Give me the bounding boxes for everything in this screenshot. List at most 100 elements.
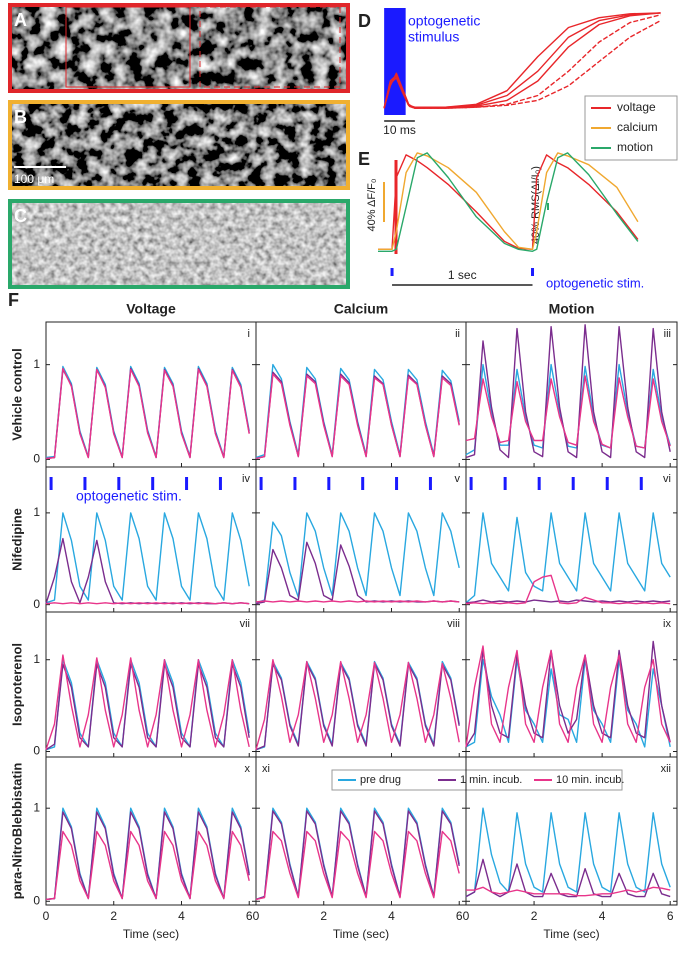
- legend-label: voltage: [617, 100, 656, 114]
- panel-numeral: viii: [447, 618, 460, 630]
- panel-label: D: [358, 11, 371, 31]
- trace: [465, 375, 671, 449]
- trace: [465, 807, 671, 898]
- column-title: Calcium: [334, 301, 388, 317]
- trace: [45, 654, 250, 750]
- panel-numeral: vii: [240, 618, 250, 630]
- panel-numeral: xi: [262, 763, 270, 775]
- roi-box: [65, 6, 191, 88]
- stim-mark: [395, 477, 399, 490]
- trace: [465, 640, 671, 748]
- trace: [255, 512, 460, 604]
- x-axis-label: Time (sec): [333, 927, 389, 941]
- panel-numeral: x: [245, 763, 251, 775]
- panel-label: F: [8, 290, 19, 310]
- stim-mark: [218, 477, 222, 490]
- trace: [383, 14, 661, 109]
- trace: [45, 659, 250, 751]
- trace: [255, 373, 460, 460]
- stim-mark: [327, 477, 331, 490]
- stim-mark: [605, 477, 609, 490]
- trace: [465, 645, 671, 747]
- y-tick-label: 0: [33, 744, 40, 758]
- legend-label: pre drug: [360, 774, 401, 786]
- legend-box: [331, 769, 623, 791]
- x-tick-label: 4: [388, 909, 395, 923]
- trace: [45, 663, 250, 751]
- trace: [45, 367, 250, 460]
- stim-mark: [531, 268, 535, 276]
- row-label: para-NitroBlebbistatin: [9, 763, 24, 900]
- plot-frame: [465, 756, 678, 906]
- y-tick-label: 1: [33, 505, 40, 519]
- stim-mark: [390, 268, 394, 276]
- y-tick-label: 1: [33, 800, 40, 814]
- panel-numeral: i: [248, 328, 250, 340]
- stim-mark: [537, 477, 541, 490]
- annotation: optogenetic stim.: [546, 275, 644, 290]
- trace: [465, 512, 671, 604]
- image-border: [8, 3, 350, 93]
- y-scale-label: 40% ΔF/F₀: [366, 179, 378, 232]
- stim-mark: [293, 477, 297, 490]
- trace: [465, 574, 671, 605]
- x-tick-label: 0: [43, 909, 50, 923]
- x-tick-label: 6: [246, 909, 253, 923]
- trace: [383, 19, 661, 109]
- trace: [255, 659, 460, 750]
- row-label: Isoproterenol: [9, 643, 24, 726]
- panel-numeral: vi: [663, 473, 671, 485]
- row-label: Vehicle control: [9, 348, 24, 440]
- legend-label: 1 min. incub.: [460, 774, 522, 786]
- trace: [45, 512, 250, 604]
- x-tick-label: 2: [531, 909, 538, 923]
- x-tick-label: 4: [178, 909, 185, 923]
- x-axis-label: Time (sec): [543, 927, 599, 941]
- stim-mark: [361, 477, 365, 490]
- y-tick-label: 1: [33, 357, 40, 371]
- column-title: Voltage: [126, 301, 176, 317]
- legend-label: motion: [617, 140, 653, 154]
- annotation: optogenetic stim.: [76, 488, 182, 504]
- stim-mark: [469, 477, 473, 490]
- image-panel: [10, 5, 348, 91]
- stim-mark: [428, 477, 432, 490]
- panel-numeral: iv: [242, 473, 250, 485]
- trace: [255, 810, 460, 901]
- stim-mark: [259, 477, 263, 490]
- scale-bar-label: 1 sec: [448, 268, 477, 282]
- scale-bar-label: 10 ms: [383, 123, 416, 137]
- annotation: stimulus: [408, 29, 459, 45]
- column-title: Motion: [549, 301, 595, 317]
- stim-mark: [503, 477, 507, 490]
- roi-box: [199, 6, 341, 88]
- row-label: Nifedipine: [9, 508, 24, 571]
- trace: [465, 858, 671, 898]
- stim-mark: [49, 477, 53, 490]
- trace: [45, 811, 250, 901]
- x-axis-label: Time (sec): [123, 927, 179, 941]
- trace: [378, 154, 639, 250]
- stim-mark: [151, 477, 155, 490]
- panel-label: E: [358, 149, 370, 169]
- trace: [465, 659, 671, 748]
- image-border: [8, 100, 350, 190]
- panel-numeral: xii: [661, 763, 671, 775]
- y-tick-label: 0: [33, 597, 40, 611]
- trace: [255, 662, 460, 751]
- stim-mark: [571, 477, 575, 490]
- trace: [465, 324, 671, 459]
- stim-mark: [117, 477, 121, 490]
- x-tick-label: 0: [463, 909, 470, 923]
- trace: [255, 830, 460, 901]
- trace: [255, 600, 460, 603]
- scale-bar-label: 100 μm: [14, 172, 54, 186]
- panel-label: A: [14, 10, 27, 30]
- x-tick-label: 2: [110, 909, 117, 923]
- y-scale-label: 40% RMS(ΔI/I₀): [530, 166, 542, 244]
- y-tick-label: 0: [33, 893, 40, 907]
- trace: [378, 152, 639, 252]
- stim-mark: [83, 477, 87, 490]
- image-border: [8, 199, 350, 289]
